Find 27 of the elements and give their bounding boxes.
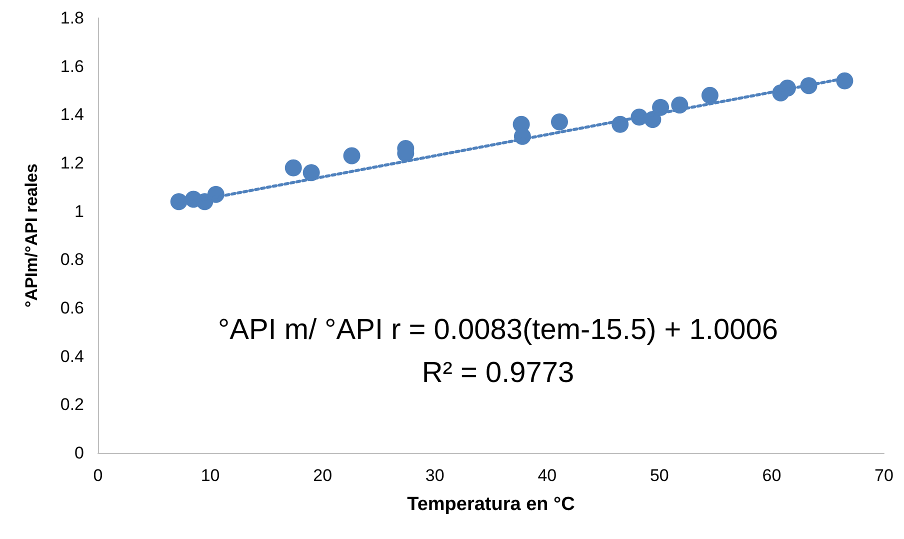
point bbox=[551, 113, 568, 130]
y-tick-label: 0.2 bbox=[60, 395, 84, 414]
annotation: R² = 0.9773 bbox=[422, 357, 574, 389]
x-tick-label: 0 bbox=[93, 466, 103, 485]
y-tick-label: 0.4 bbox=[60, 346, 84, 366]
x-tick-label: 50 bbox=[650, 466, 669, 485]
point bbox=[343, 147, 360, 164]
y-tick-label: 1.2 bbox=[60, 154, 84, 172]
x-tick-label: 30 bbox=[425, 466, 444, 485]
x-tick-label: 40 bbox=[538, 466, 557, 485]
x-tick-label: 20 bbox=[313, 466, 332, 485]
point bbox=[836, 72, 854, 90]
y-tick-label: 0.8 bbox=[60, 250, 84, 270]
point bbox=[284, 159, 302, 176]
point bbox=[701, 86, 718, 104]
x-tick-label: 70 bbox=[874, 466, 894, 485]
y-tick-label: 1.6 bbox=[60, 56, 84, 76]
y-tick-label: 1.4 bbox=[60, 105, 84, 124]
x-tick-label: 10 bbox=[200, 466, 220, 485]
y-tick-label: 1 bbox=[74, 202, 84, 221]
x-tick-label: 60 bbox=[762, 466, 782, 485]
y-tick-label: 0 bbox=[74, 444, 84, 462]
y-tick-label: 0.6 bbox=[60, 298, 84, 318]
annotation: °API m/ °API r = 0.0083(tem-15.5) + 1.0006 bbox=[218, 314, 778, 346]
y-axis-title: °APIm/°API reales bbox=[22, 164, 41, 308]
y-tick-label: 1.8 bbox=[60, 8, 84, 28]
x-axis-title: Temperatura en °C bbox=[407, 494, 576, 515]
